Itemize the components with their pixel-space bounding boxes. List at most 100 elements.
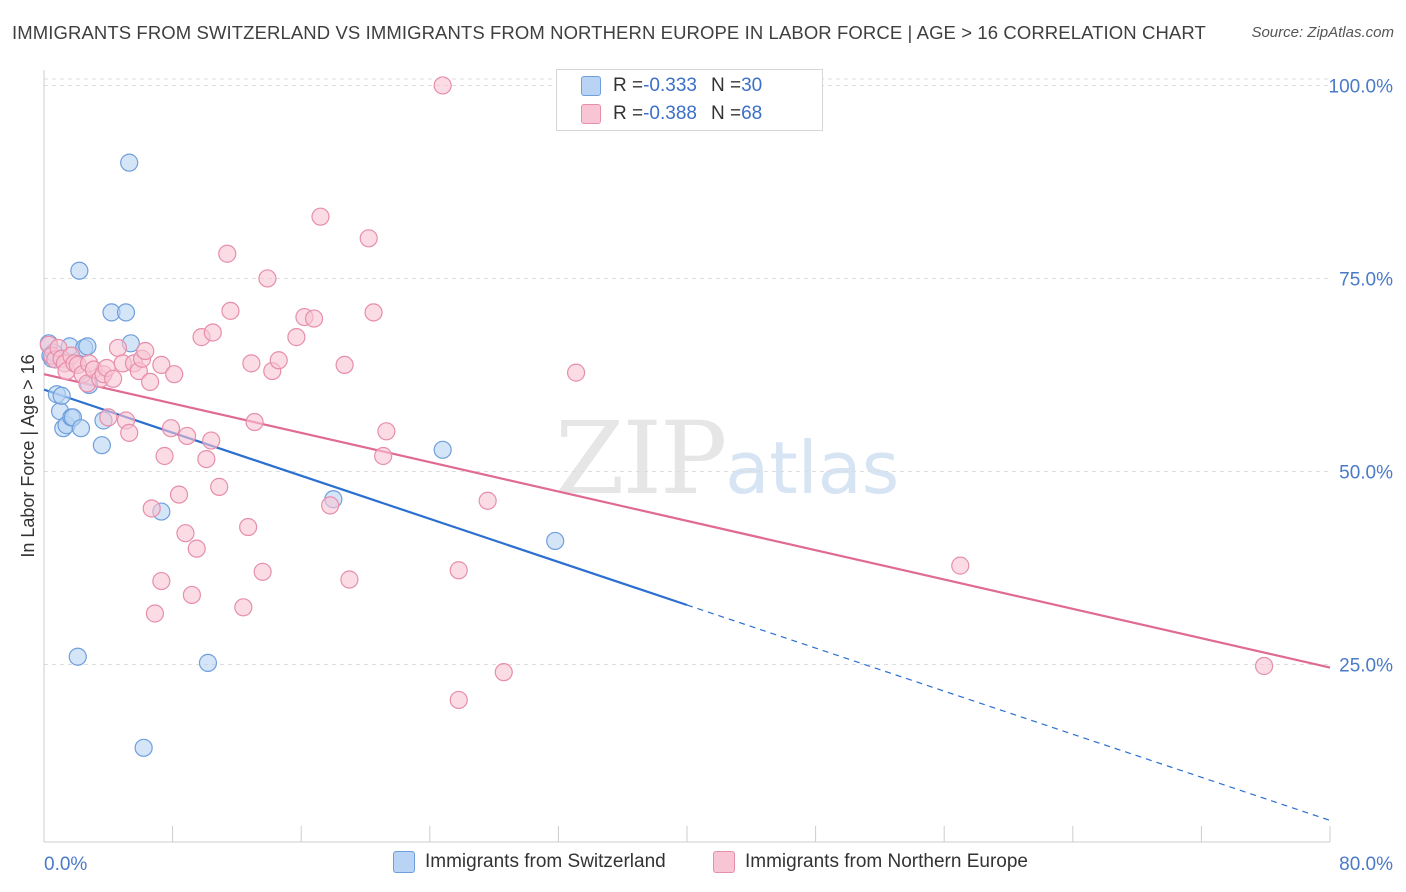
point-northern-europe bbox=[951, 556, 970, 575]
point-switzerland bbox=[433, 440, 452, 459]
point-northern-europe bbox=[234, 598, 253, 617]
point-northern-europe bbox=[165, 365, 184, 384]
legend-n-label: N = bbox=[710, 75, 742, 96]
legend-r-label: R = bbox=[613, 103, 644, 124]
legend-r-label: R = bbox=[613, 75, 644, 96]
point-northern-europe bbox=[152, 355, 171, 375]
legend-label-northern-europe: Immigrants from Northern Europe bbox=[745, 851, 1028, 872]
point-northern-europe bbox=[311, 207, 330, 226]
x-tick-label-max: 80.0% bbox=[1339, 854, 1393, 875]
point-northern-europe bbox=[155, 446, 174, 466]
y-axis-label: In Labor Force | Age > 16 bbox=[18, 354, 38, 557]
point-switzerland bbox=[116, 303, 136, 322]
point-northern-europe bbox=[449, 561, 468, 580]
legend-n-value-switzerland: 30 bbox=[741, 75, 763, 96]
trend-line-switzerland bbox=[43, 388, 688, 607]
point-northern-europe bbox=[340, 570, 359, 589]
point-northern-europe bbox=[335, 355, 354, 375]
point-northern-europe bbox=[187, 539, 206, 558]
point-northern-europe bbox=[169, 485, 189, 504]
point-northern-europe bbox=[218, 244, 237, 263]
y-tick-label: 75.0% bbox=[1339, 269, 1393, 290]
point-switzerland bbox=[71, 419, 91, 438]
point-northern-europe bbox=[104, 369, 123, 388]
point-northern-europe bbox=[145, 604, 165, 623]
point-northern-europe bbox=[258, 269, 277, 288]
legend-swatch-pink bbox=[581, 104, 601, 124]
legend-label-switzerland: Immigrants from Switzerland bbox=[425, 851, 666, 872]
legend-swatch-pink bbox=[713, 851, 735, 873]
point-northern-europe bbox=[377, 422, 396, 441]
point-northern-europe bbox=[374, 446, 393, 466]
point-northern-europe bbox=[287, 328, 306, 347]
point-northern-europe bbox=[177, 426, 197, 446]
y-tick-label: 25.0% bbox=[1339, 655, 1393, 676]
point-northern-europe bbox=[202, 431, 221, 450]
point-switzerland bbox=[68, 647, 87, 666]
point-northern-europe bbox=[221, 301, 240, 320]
point-switzerland bbox=[70, 261, 89, 280]
point-northern-europe bbox=[197, 449, 216, 469]
point-northern-europe bbox=[161, 419, 181, 438]
point-northern-europe bbox=[449, 690, 468, 710]
y-tick-label: 100.0% bbox=[1329, 76, 1394, 97]
point-northern-europe bbox=[304, 309, 324, 328]
y-tick-label: 50.0% bbox=[1339, 462, 1393, 483]
legend-row-switzerland: R = -0.333 N = 30 bbox=[581, 73, 762, 99]
point-northern-europe bbox=[359, 229, 378, 248]
point-switzerland bbox=[52, 386, 71, 405]
source-credit: Source: ZipAtlas.com bbox=[1251, 24, 1394, 41]
point-northern-europe bbox=[182, 585, 201, 605]
legend-item-northern-europe[interactable]: Immigrants from Northern Europe bbox=[713, 851, 1028, 873]
legend-swatch-blue bbox=[581, 76, 601, 96]
point-northern-europe bbox=[566, 363, 586, 382]
point-northern-europe bbox=[433, 76, 452, 95]
x-tick-label-min: 0.0% bbox=[44, 854, 87, 875]
legend-r-value-switzerland: -0.333 bbox=[643, 75, 697, 96]
legend-n-label: N = bbox=[710, 103, 742, 124]
gridlines bbox=[44, 78, 1330, 665]
point-northern-europe bbox=[494, 663, 513, 682]
point-northern-europe bbox=[176, 524, 195, 543]
legend-item-switzerland[interactable]: Immigrants from Switzerland bbox=[393, 851, 666, 873]
data-points bbox=[39, 76, 1274, 757]
point-northern-europe bbox=[478, 491, 497, 510]
point-northern-europe bbox=[245, 412, 264, 432]
point-northern-europe bbox=[140, 372, 160, 391]
point-northern-europe bbox=[242, 354, 261, 373]
trend-line-northern-europe bbox=[43, 373, 1331, 669]
point-northern-europe bbox=[142, 499, 161, 518]
point-northern-europe bbox=[321, 496, 340, 515]
point-northern-europe bbox=[239, 517, 258, 537]
trend-extension-switzerland bbox=[686, 604, 1331, 821]
point-northern-europe bbox=[253, 562, 272, 581]
point-northern-europe bbox=[108, 338, 128, 358]
axes bbox=[43, 70, 1331, 843]
correlation-legend: R = -0.333 N = 30 R = -0.388 N = 68 bbox=[556, 69, 823, 131]
point-northern-europe bbox=[203, 323, 222, 342]
point-northern-europe bbox=[364, 303, 383, 322]
tick-labels: 25.0% 50.0% 75.0% 100.0% 0.0% 80.0% In Labor F… bbox=[18, 76, 1393, 875]
point-northern-europe bbox=[1254, 656, 1274, 676]
legend-row-northern-europe: R = -0.388 N = 68 bbox=[581, 101, 762, 127]
point-switzerland bbox=[78, 337, 97, 356]
legend-n-value-northern-europe: 68 bbox=[741, 103, 763, 124]
chart-title: IMMIGRANTS FROM SWITZERLAND VS IMMIGRANT… bbox=[12, 22, 1206, 43]
point-switzerland bbox=[546, 531, 565, 551]
point-switzerland bbox=[92, 436, 111, 455]
point-switzerland bbox=[134, 738, 153, 757]
point-northern-europe bbox=[120, 423, 139, 442]
point-northern-europe bbox=[136, 341, 155, 361]
watermark-atlas: atlas bbox=[725, 426, 900, 510]
point-northern-europe bbox=[152, 571, 171, 591]
point-northern-europe bbox=[269, 351, 288, 370]
series-legend: Immigrants from Switzerland Immigrants f… bbox=[0, 851, 1406, 879]
point-northern-europe bbox=[99, 408, 118, 427]
legend-swatch-blue bbox=[393, 851, 415, 873]
point-switzerland bbox=[120, 153, 139, 172]
point-northern-europe bbox=[210, 477, 229, 496]
legend-r-value-northern-europe: -0.388 bbox=[643, 103, 697, 124]
point-switzerland bbox=[198, 653, 218, 672]
trend-lines bbox=[43, 373, 1331, 821]
